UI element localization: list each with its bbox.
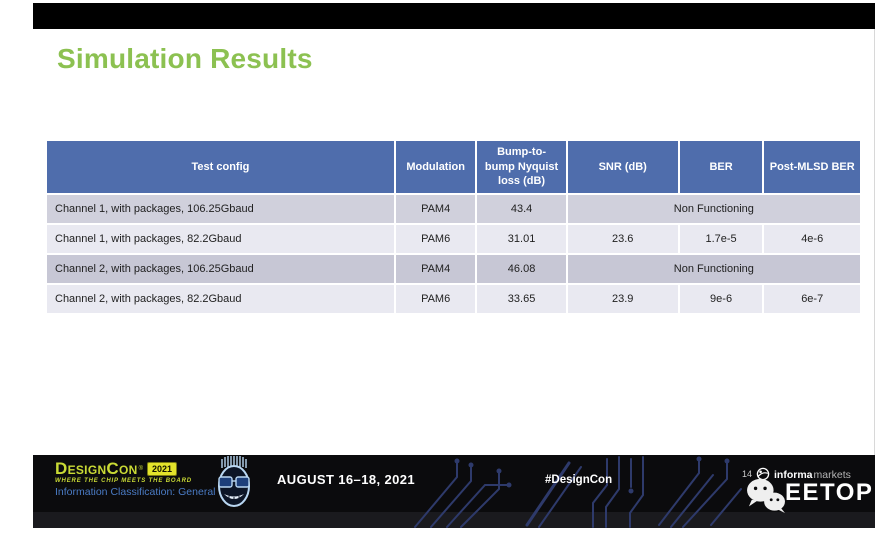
cell-loss: 31.01 [477, 225, 566, 253]
cell-ber: 1.7e-5 [679, 225, 763, 253]
col-header-post-mlsd-ber: Post-MLSD BER [764, 141, 860, 193]
hashtag-label: #DesignCon [545, 474, 613, 486]
circuit-pattern-graphic [414, 456, 742, 528]
cell-status-merged: Non Functioning [567, 195, 860, 223]
designcon-wordmark-row: DesignCon ® 2021 [55, 460, 216, 477]
cell-snr: 23.6 [567, 225, 678, 253]
informa-markets-logo: informamarkets [756, 465, 851, 483]
col-header-modulation: Modulation [395, 141, 476, 193]
cell-modulation: PAM6 [395, 225, 476, 253]
cell-config: Channel 2, with packages, 82.2Gbaud [47, 285, 394, 313]
informa-brand-bold: informa [774, 469, 813, 481]
mascot-icon [218, 456, 250, 507]
col-header-ber: BER [679, 141, 763, 193]
page-title: Simulation Results [57, 43, 313, 74]
table-row: Channel 1, with packages, 106.25Gbaud PA… [47, 195, 860, 223]
designcon-logo: DesignCon ® 2021 WHERE THE CHIP MEETS THE… [55, 460, 216, 498]
cell-post-mlsd: 4e-6 [764, 225, 860, 253]
event-date-label: AUGUST 16–18, 2021 [277, 472, 415, 487]
cell-snr: 23.9 [567, 285, 678, 313]
cell-config: Channel 1, with packages, 106.25Gbaud [47, 195, 394, 223]
letterbox-top-bar [33, 3, 875, 29]
video-frame: Simulation Results Test config Modulatio… [33, 3, 875, 528]
slide-body: Simulation Results Test config Modulatio… [33, 29, 875, 455]
cell-loss: 33.65 [477, 285, 566, 313]
cell-loss: 43.4 [477, 195, 566, 223]
col-header-snr: SNR (dB) [567, 141, 678, 193]
wechat-icon [747, 478, 785, 513]
classification-label: Information Classification: General [55, 486, 216, 498]
cell-modulation: PAM6 [395, 285, 476, 313]
page-number: 14 [742, 469, 753, 479]
table-row: Channel 2, with packages, 82.2Gbaud PAM6… [47, 285, 860, 313]
cell-config: Channel 1, with packages, 82.2Gbaud [47, 225, 394, 253]
informa-brand-light: markets [813, 469, 851, 481]
cell-modulation: PAM4 [395, 195, 476, 223]
designcon-tagline: WHERE THE CHIP MEETS THE BOARD [55, 478, 192, 484]
col-header-test-config: Test config [47, 141, 394, 193]
results-table-container: Test config Modulation Bump-to-bump Nyqu… [45, 139, 862, 315]
cell-config: Channel 2, with packages, 106.25Gbaud [47, 255, 394, 283]
table-header-row: Test config Modulation Bump-to-bump Nyqu… [47, 141, 860, 193]
eetop-logo-text: EETOP [785, 479, 874, 506]
results-table: Test config Modulation Bump-to-bump Nyqu… [45, 139, 862, 315]
cell-post-mlsd: 6e-7 [764, 285, 860, 313]
cell-modulation: PAM4 [395, 255, 476, 283]
cell-status-merged: Non Functioning [567, 255, 860, 283]
slide-footer-band: DesignCon ® 2021 WHERE THE CHIP MEETS THE… [33, 455, 875, 528]
designcon-wordmark: DesignCon [55, 459, 138, 478]
registered-mark: ® [138, 465, 144, 472]
col-header-nyquist-loss: Bump-to-bump Nyquist loss (dB) [477, 141, 566, 193]
year-badge: 2021 [147, 461, 178, 476]
table-row: Channel 2, with packages, 106.25Gbaud PA… [47, 255, 860, 283]
cell-ber: 9e-6 [679, 285, 763, 313]
cell-loss: 46.08 [477, 255, 566, 283]
table-row: Channel 1, with packages, 82.2Gbaud PAM6… [47, 225, 860, 253]
